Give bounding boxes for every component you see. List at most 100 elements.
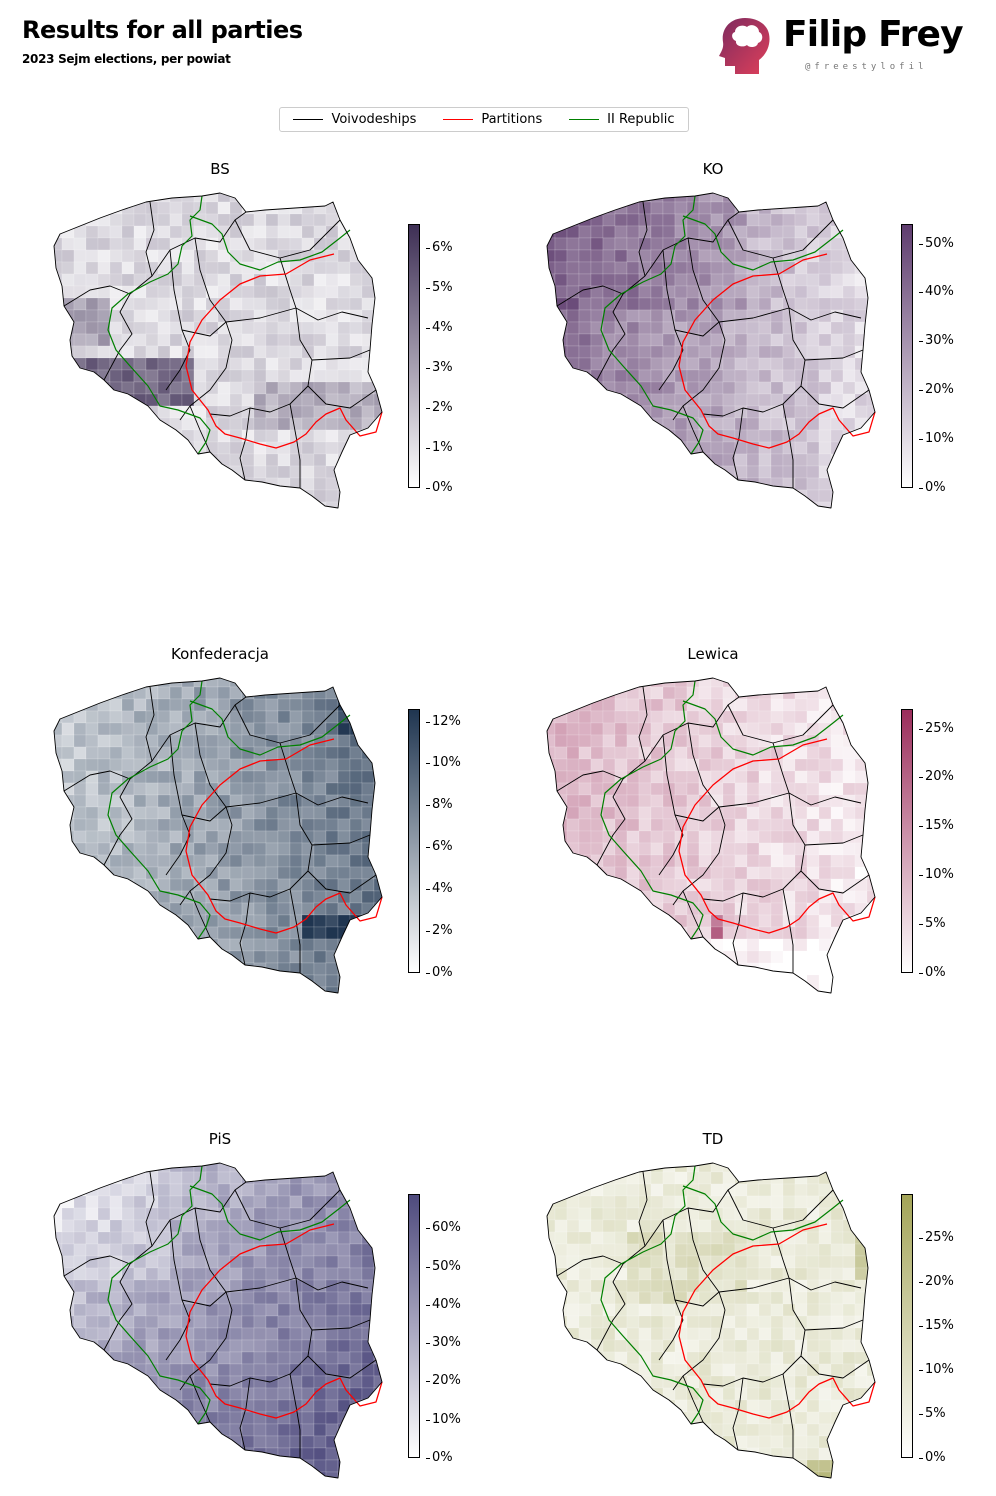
colorbar-tick-konf: 0% (426, 965, 453, 980)
colorbar-tick-pis: 60% (426, 1220, 461, 1236)
ii-republic-border (107, 1165, 351, 1425)
voivodeship-border (644, 1181, 740, 1247)
voivodeship-border (644, 696, 740, 762)
voivodeship-border (672, 824, 726, 906)
voivodeship-border (189, 1375, 211, 1423)
ii-republic-border (107, 195, 351, 455)
voivodeship-border (556, 285, 626, 381)
voivodeship-border (732, 407, 744, 481)
voivodeship-border (732, 892, 744, 966)
partition-border (678, 738, 876, 934)
map-ko (546, 192, 876, 509)
panel-title-td: TD (702, 1130, 724, 1148)
voivodeship-border (672, 339, 726, 421)
colorbar-tick-td: 0% (919, 1450, 946, 1465)
legend-line-voivodeships (293, 119, 324, 120)
map-td (546, 1162, 876, 1479)
voivodeship-border (658, 249, 684, 391)
voivodeship-border (718, 1277, 790, 1293)
colorbar-tick-konf: 10% (426, 755, 461, 771)
legend-item-partitions: Partitions (443, 112, 542, 127)
panel-title-ko: KO (702, 160, 724, 178)
ii-republic-border (600, 1165, 844, 1425)
voivodeship-border (772, 1227, 862, 1291)
colorbar-tick-konf: 12% (426, 713, 461, 729)
voivodeship-border (63, 285, 133, 381)
voivodeship-border (151, 1181, 247, 1247)
colorbar-bs (408, 224, 420, 488)
voivodeship-border (800, 385, 870, 409)
voivodeship-border (782, 403, 794, 488)
voivodeship-border (181, 806, 227, 822)
voivodeship-border (622, 686, 648, 780)
voivodeship-border (239, 407, 251, 481)
voivodeship-border (165, 734, 191, 876)
brand-name: Filip Frey (783, 14, 964, 55)
partition-border (185, 253, 383, 449)
voivodeship-border (687, 237, 726, 341)
voivodeship-border (772, 742, 862, 806)
colorbar-tick-td: 15% (919, 1318, 954, 1333)
voivodeship-border (165, 1219, 191, 1361)
voivodeship-border (63, 770, 133, 866)
panel-title-konf: Konfederacja (171, 645, 269, 663)
colorbar-tick-ko: 20% (919, 382, 954, 398)
colorbar-tick-ko: 50% (919, 235, 954, 251)
voivodeship-border (674, 806, 720, 822)
colorbar-pis (408, 1194, 420, 1458)
map-bs (53, 192, 383, 509)
country-outline (53, 1162, 383, 1479)
colorbar-tick-konf: 4% (426, 881, 453, 897)
voivodeship-border (687, 722, 726, 826)
voivodeship-border (800, 1355, 870, 1379)
voivodeship-border (279, 1227, 369, 1291)
voivodeship-border (181, 1291, 227, 1307)
voivodeship-border (782, 1373, 794, 1458)
voivodeship-border (225, 792, 297, 808)
voivodeship-border (129, 201, 155, 295)
voivodeship-border (225, 307, 297, 323)
legend-item-voivodeships: Voivodeships (293, 112, 416, 127)
colorbar-tick-lewica: 0% (919, 965, 946, 980)
voivodeship-border (151, 696, 247, 762)
colorbar-tick-konf: 6% (426, 839, 453, 855)
colorbar-tick-lewica: 20% (919, 769, 954, 785)
voivodeship-border (129, 686, 155, 780)
voivodeship-border (674, 1291, 720, 1307)
legend-line-partitions (443, 119, 474, 120)
country-outline (53, 192, 383, 509)
colorbar-tick-td: 25% (919, 1230, 954, 1245)
country-outline (546, 677, 876, 994)
panel-title-bs: BS (210, 160, 230, 178)
colorbar-tick-ko: 0% (919, 480, 946, 495)
voivodeship-border (682, 1375, 704, 1423)
voivodeship-border (674, 321, 720, 337)
colorbar-tick-lewica: 15% (919, 818, 954, 834)
colorbar-tick-ko: 30% (919, 333, 954, 349)
colorbar-tick-lewica: 25% (919, 720, 954, 736)
country-outline (546, 1162, 876, 1479)
map-pis (53, 1162, 383, 1479)
voivodeship-border (718, 792, 790, 808)
voivodeship-border (194, 722, 233, 826)
voivodeship-border (225, 1277, 297, 1293)
colorbar-td (901, 1194, 913, 1458)
voivodeship-border (782, 888, 794, 973)
voivodeship-border (307, 1355, 377, 1379)
colorbar-tick-bs: 5% (426, 280, 453, 295)
legend-label-ii-republic: II Republic (607, 112, 675, 127)
voivodeship-border (556, 1255, 626, 1351)
colorbar-tick-bs: 3% (426, 360, 453, 375)
legend-label-voivodeships: Voivodeships (331, 112, 417, 127)
voivodeship-border (181, 321, 227, 337)
voivodeship-border (658, 1219, 684, 1361)
partition-border (678, 1223, 876, 1419)
legend-line-ii-republic (569, 119, 600, 120)
voivodeship-border (800, 870, 870, 894)
voivodeship-border (622, 1171, 648, 1265)
ii-republic-border (600, 195, 844, 455)
head-brain-icon (719, 18, 770, 74)
voivodeship-border (129, 1171, 155, 1265)
voivodeship-border (732, 1377, 744, 1451)
colorbar-tick-bs: 0% (426, 480, 453, 495)
